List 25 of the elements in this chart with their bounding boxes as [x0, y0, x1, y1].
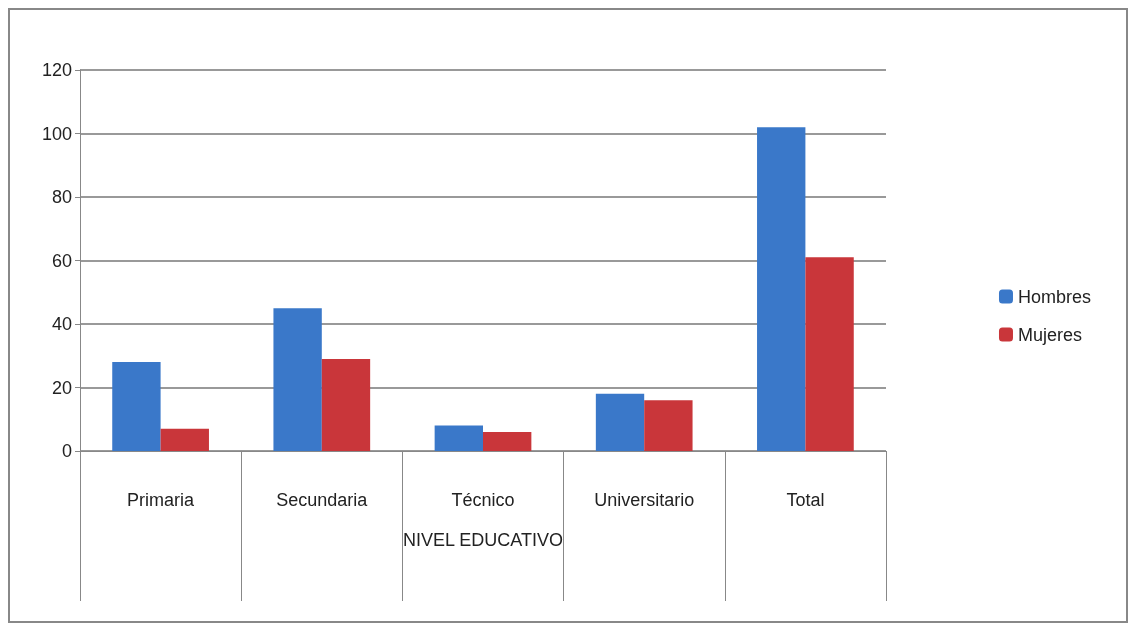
bar: [805, 257, 854, 451]
bar: [112, 362, 161, 451]
bar: [160, 428, 209, 451]
y-tick-label: 120: [41, 60, 72, 80]
legend-label: Mujeres: [1017, 324, 1083, 345]
x-axis-title: NIVEL EDUCATIVO: [402, 530, 564, 550]
bar: [483, 431, 532, 451]
bar: [321, 358, 371, 451]
y-tick-label: 100: [41, 123, 72, 144]
x-tick-label: Universitario: [594, 490, 695, 510]
x-tick-label: Secundaria: [276, 490, 369, 510]
bar: [644, 400, 693, 451]
y-tick-label: 0: [61, 441, 72, 461]
y-tick-label: 20: [51, 377, 72, 398]
y-tick-label: 40: [51, 314, 72, 334]
x-tick-label: Técnico: [451, 490, 515, 510]
bar: [595, 393, 645, 451]
y-tick-label: 60: [51, 250, 72, 271]
bar: [757, 127, 806, 451]
y-tick-label: 80: [51, 187, 72, 207]
legend-label: Hombres: [1017, 286, 1092, 307]
bar: [273, 308, 322, 451]
bar: [434, 425, 483, 451]
x-tick-label: Primaria: [127, 490, 196, 510]
x-tick-label: Total: [786, 490, 825, 510]
